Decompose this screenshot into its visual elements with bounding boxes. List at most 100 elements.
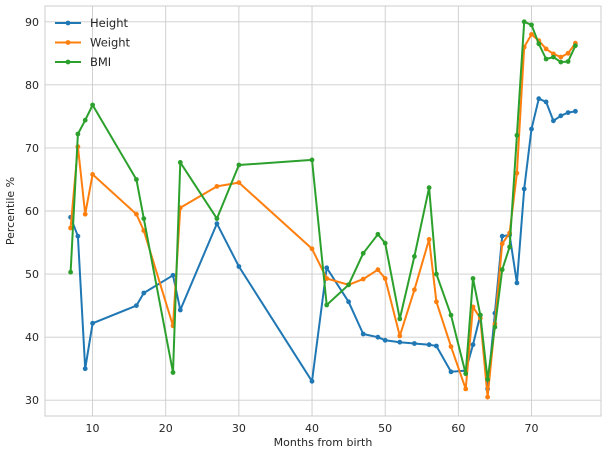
legend-marker-height <box>65 20 71 26</box>
data-point-weight <box>448 344 454 349</box>
data-point-height <box>521 186 527 192</box>
data-point-height <box>134 303 139 308</box>
legend: Height Weight BMI <box>55 16 131 69</box>
legend-marker-bmi <box>65 59 71 65</box>
data-point-height <box>514 280 520 286</box>
data-point-bmi <box>565 59 571 64</box>
data-point-bmi <box>543 56 549 62</box>
data-point-height <box>397 339 403 345</box>
data-point-height <box>426 342 432 348</box>
data-point-weight <box>309 246 315 252</box>
data-point-weight <box>375 267 381 273</box>
data-point-weight <box>324 276 330 281</box>
x-tick-label: 30 <box>232 422 246 435</box>
data-point-weight <box>514 170 520 176</box>
data-point-weight <box>236 180 242 186</box>
data-point-bmi <box>375 231 381 237</box>
data-point-weight <box>463 386 469 392</box>
data-point-height <box>499 233 505 239</box>
data-point-height <box>573 108 578 114</box>
data-point-bmi <box>434 271 439 277</box>
data-point-height <box>170 272 176 278</box>
data-point-bmi <box>309 157 315 163</box>
data-point-bmi <box>536 41 542 47</box>
data-point-height <box>558 113 564 119</box>
legend-marker-weight <box>65 40 71 45</box>
data-point-height <box>565 110 571 115</box>
y-tick-label: 80 <box>25 79 39 92</box>
data-point-bmi <box>236 162 242 168</box>
data-point-bmi <box>360 250 366 256</box>
data-point-bmi <box>346 282 351 288</box>
data-point-weight <box>485 394 490 400</box>
legend-item-bmi: BMI <box>55 55 111 69</box>
data-point-weight <box>90 172 95 177</box>
data-point-bmi <box>426 185 432 191</box>
data-point-bmi <box>507 244 512 250</box>
data-point-height <box>75 233 81 239</box>
data-point-height <box>470 342 476 348</box>
x-tick-label: 70 <box>525 422 539 435</box>
data-point-weight <box>68 225 73 231</box>
x-axis-label: Months from birth <box>274 436 373 449</box>
data-point-height <box>346 299 351 305</box>
data-point-height <box>90 320 95 326</box>
data-point-bmi <box>75 131 81 137</box>
data-point-bmi <box>90 102 95 108</box>
data-point-height <box>324 265 330 271</box>
data-point-height <box>82 366 88 372</box>
data-point-weight <box>397 333 403 339</box>
x-tick-label: 20 <box>159 422 173 435</box>
data-point-bmi <box>170 370 176 375</box>
data-point-height <box>360 331 366 337</box>
data-point-bmi <box>141 216 147 222</box>
x-tick-label: 60 <box>451 422 465 435</box>
legend-label-height: Height <box>90 16 129 30</box>
data-point-weight <box>499 241 505 247</box>
data-point-weight <box>558 54 564 60</box>
data-point-bmi <box>485 377 490 382</box>
data-point-bmi <box>214 216 220 222</box>
data-point-weight <box>214 184 220 189</box>
data-point-height <box>448 369 454 375</box>
data-point-bmi <box>573 43 578 49</box>
y-tick-label: 40 <box>25 331 39 344</box>
data-point-height <box>529 126 534 132</box>
data-point-bmi <box>492 324 498 330</box>
data-point-weight <box>360 276 366 282</box>
data-point-height <box>214 221 220 227</box>
data-point-bmi <box>397 316 403 322</box>
data-point-bmi <box>412 254 417 259</box>
y-tick-label: 30 <box>25 394 39 407</box>
y-tick-label: 60 <box>25 205 39 218</box>
y-tick-label: 50 <box>25 268 39 281</box>
data-point-height <box>543 99 549 105</box>
data-point-weight <box>529 32 534 37</box>
data-point-bmi <box>529 22 534 28</box>
data-point-weight <box>426 237 432 242</box>
data-point-bmi <box>68 269 73 275</box>
data-point-bmi <box>324 302 330 308</box>
legend-item-height: Height <box>55 16 129 30</box>
data-point-height <box>382 337 388 343</box>
x-tick-label: 10 <box>86 422 100 435</box>
data-point-weight <box>565 50 571 56</box>
data-point-height <box>236 264 242 269</box>
y-axis-label: Percentile % <box>4 177 17 245</box>
legend-label-bmi: BMI <box>90 55 111 69</box>
data-point-bmi <box>448 312 454 318</box>
data-point-bmi <box>514 132 520 138</box>
data-point-height <box>551 118 556 124</box>
data-point-height <box>177 307 183 313</box>
data-point-bmi <box>558 59 564 65</box>
data-point-bmi <box>134 177 139 182</box>
data-point-height <box>309 378 315 384</box>
series-bmi <box>68 19 578 382</box>
data-point-weight <box>82 211 88 217</box>
legend-item-weight: Weight <box>55 36 131 50</box>
legend-label-weight: Weight <box>90 36 131 50</box>
data-point-bmi <box>177 160 183 165</box>
series-layer <box>68 19 578 400</box>
data-point-bmi <box>477 312 483 318</box>
